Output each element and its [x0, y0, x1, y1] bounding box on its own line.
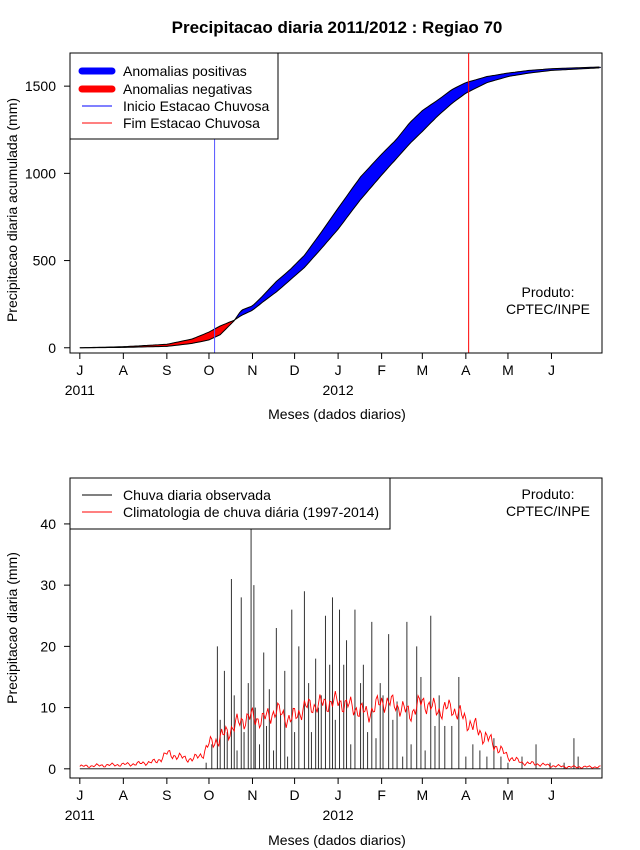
negative-anomaly-area — [80, 319, 235, 349]
x-tick-label: S — [162, 787, 171, 803]
x-tick-label: M — [416, 787, 428, 803]
x-tick-label: J — [76, 362, 83, 378]
climatology-cumulative-line — [79, 67, 600, 349]
y-tick-label: 1500 — [25, 78, 56, 94]
x-tick-label: D — [290, 362, 300, 378]
x-year-label: 2011 — [65, 807, 95, 823]
chart1-ylabel: Precipitacao diaria acumulada (mm) — [4, 98, 20, 322]
chart2-legend-box — [69, 477, 391, 530]
x-tick-label: S — [162, 362, 171, 378]
chart2-observed-bars — [79, 493, 601, 770]
y-tick-label: 30 — [40, 577, 56, 593]
legend-label-negative: Anomalias negativas — [123, 81, 252, 97]
legend-label-season-end: Fim Estacao Chuvosa — [123, 115, 260, 131]
x-tick-label: J — [548, 787, 555, 803]
x-tick-label: M — [502, 787, 514, 803]
daily-rain-chart: J A S O N D J F M A M J 2011 2012 0 10 20 30 40 Meses (dad… — [4, 477, 603, 848]
y-tick-label: 10 — [40, 700, 56, 716]
x-tick-label: A — [461, 787, 471, 803]
x-tick-label: A — [119, 787, 129, 803]
legend-label-observed: Chuva diaria observada — [123, 487, 271, 503]
chart2-climatology-line — [79, 691, 601, 769]
y-tick-label: 0 — [48, 340, 56, 356]
chart2-legend: Chuva diaria observada Climatologia de c… — [69, 477, 391, 530]
x-year-label: 2012 — [323, 807, 354, 823]
chart1-title: Precipitacao diaria 2011/2012 : Regiao 7… — [172, 18, 503, 37]
x-tick-label: O — [204, 362, 215, 378]
x-tick-label: M — [416, 362, 428, 378]
y-tick-label: 20 — [40, 638, 56, 654]
legend-label-positive: Anomalias positivas — [123, 63, 247, 79]
x-tick-label: J — [76, 787, 83, 803]
x-tick-label: A — [119, 362, 129, 378]
x-tick-label: J — [335, 362, 342, 378]
climatology-daily-line — [79, 691, 601, 769]
chart2-annotation-line2: CPTEC/INPE — [506, 503, 590, 519]
x-tick-label: D — [290, 787, 300, 803]
y-tick-label: 0 — [48, 761, 56, 777]
chart2-annotation-line1: Produto: — [522, 486, 575, 502]
chart1-annotation-line1: Produto: — [522, 284, 575, 300]
chart2-xlabel: Meses (dados diarios) — [268, 832, 406, 848]
x-tick-label: N — [247, 362, 257, 378]
chart2-ylabel: Precipitacao diaria (mm) — [4, 552, 20, 704]
chart1-annotation-line2: CPTEC/INPE — [506, 301, 590, 317]
chart1-xlabel: Meses (dados diarios) — [268, 406, 406, 422]
x-year-label: 2012 — [323, 382, 354, 398]
x-tick-label: J — [548, 362, 555, 378]
legend-label-season-start: Inicio Estacao Chuvosa — [123, 98, 270, 114]
y-tick-label: 1000 — [25, 165, 56, 181]
x-tick-label: J — [335, 787, 342, 803]
x-tick-label: A — [461, 362, 471, 378]
x-tick-label: M — [502, 362, 514, 378]
y-tick-label: 40 — [40, 516, 56, 532]
x-tick-label: F — [377, 362, 386, 378]
chart1-legend: Anomalias positivas Anomalias negativas … — [69, 52, 279, 140]
chart1-axes: J A S O N D J F M A M J 2011 2012 0 500 1000 1500 — [25, 78, 555, 398]
x-year-label: 2011 — [65, 382, 95, 398]
cumulative-chart: Precipitacao diaria 2011/2012 : Regiao 7… — [4, 18, 603, 422]
observed-cumulative-line — [79, 66, 600, 349]
chart1-legend-box — [69, 52, 279, 140]
x-tick-label: F — [377, 787, 386, 803]
x-tick-label: O — [204, 787, 215, 803]
chart2-axes: J A S O N D J F M A M J 2011 2012 0 10 20 30 40 — [40, 516, 555, 823]
positive-anomaly-area — [235, 66, 601, 320]
y-tick-label: 500 — [33, 253, 57, 269]
x-tick-label: N — [247, 787, 257, 803]
legend-label-climatology: Climatologia de chuva diária (1997-2014) — [123, 504, 379, 520]
